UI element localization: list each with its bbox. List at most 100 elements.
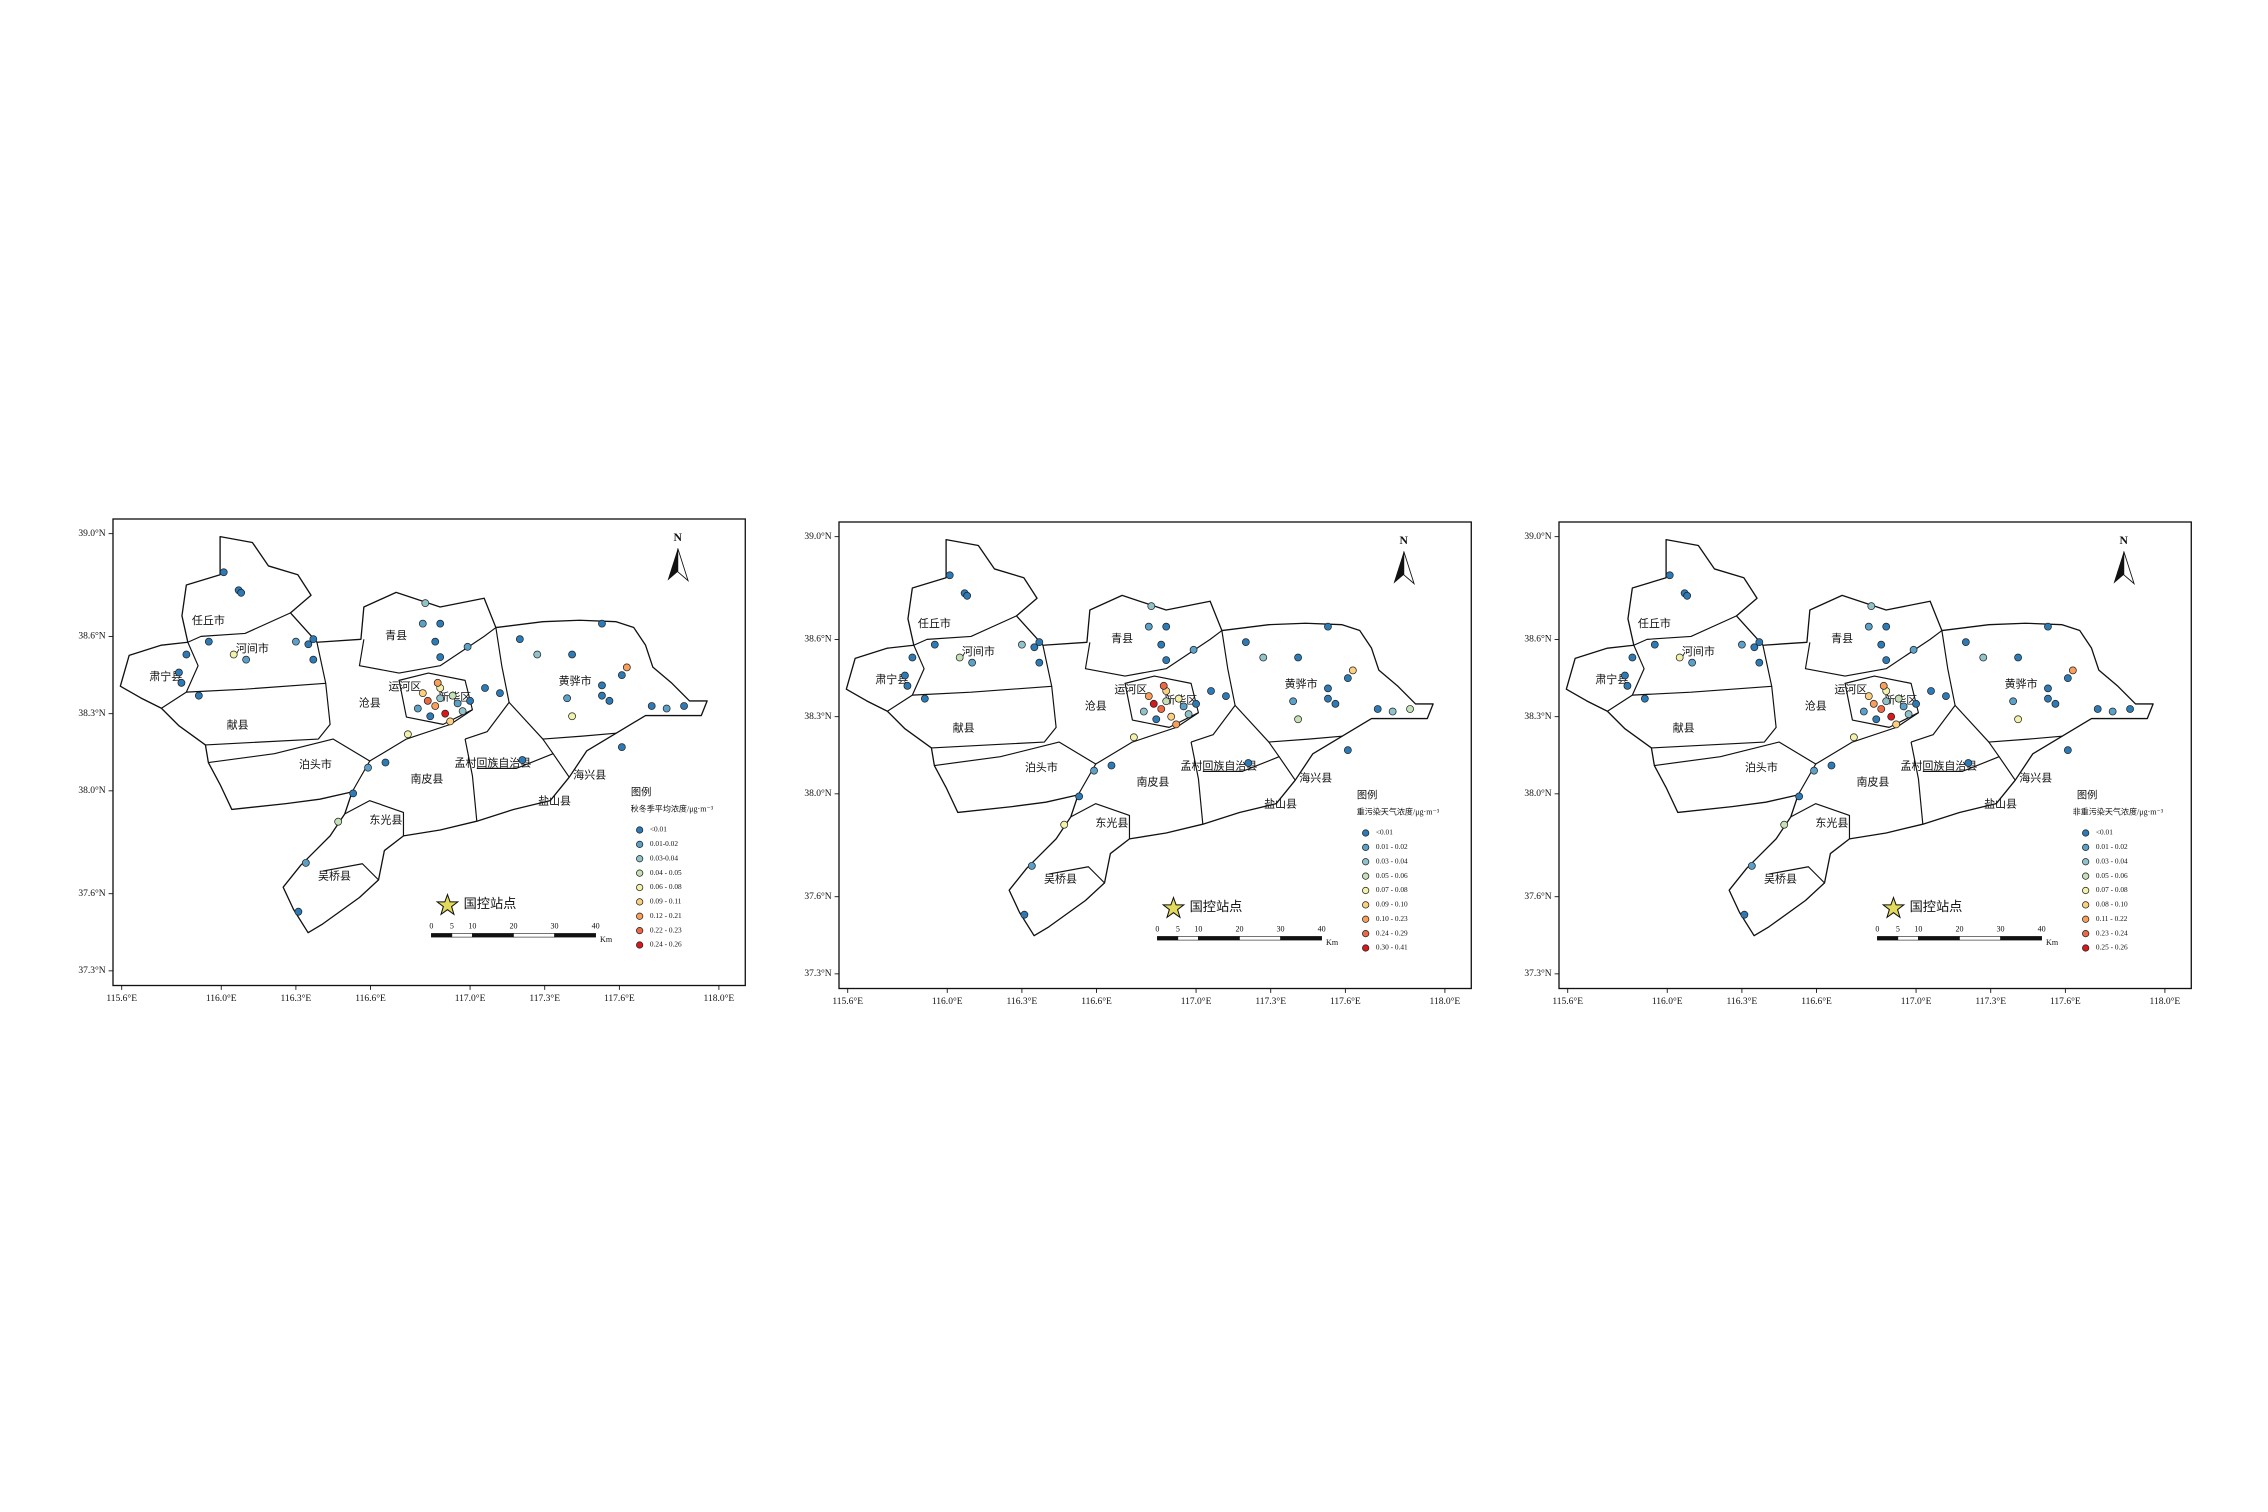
- station-point: [1621, 671, 1629, 680]
- station-point: [1640, 694, 1649, 703]
- legend-label: 0.09 - 0.11: [650, 897, 682, 906]
- scale-segment: [1239, 936, 1281, 941]
- legend-swatch: [636, 898, 644, 906]
- legend-label: 0.05 - 0.06: [2096, 871, 2128, 880]
- station-point: [1179, 702, 1188, 711]
- national-station-label: 国控站点: [464, 896, 517, 911]
- scale-label: 20: [1955, 925, 1963, 934]
- scale-label: 0: [1875, 925, 1879, 934]
- legend-label: 0.03 - 0.04: [2096, 856, 2128, 865]
- station-point: [963, 591, 972, 600]
- county-label: 盐山县: [1984, 798, 2017, 811]
- scale-label: 40: [2038, 925, 2046, 934]
- station-point: [563, 694, 572, 703]
- station-point: [2044, 622, 2052, 631]
- y-tick-label: 37.3°N: [1524, 968, 1551, 979]
- legend-title: 图例: [2077, 789, 2098, 802]
- station-point: [1887, 712, 1896, 721]
- legend-label: 0.12 - 0.21: [650, 911, 682, 920]
- legend-label: 0.01-0.02: [650, 839, 678, 848]
- station-point: [2009, 697, 2018, 706]
- station-point: [431, 637, 440, 646]
- station-point: [1294, 715, 1302, 724]
- station-point: [309, 635, 318, 643]
- legend-label: 0.25 - 0.26: [2096, 943, 2128, 952]
- county-label: 吴桥县: [1044, 872, 1077, 885]
- station-point: [901, 671, 909, 680]
- county-label: 东光县: [369, 813, 402, 827]
- county-label: 孟村回族自治县: [1180, 759, 1257, 773]
- county-label: 吴桥县: [318, 869, 351, 882]
- county-label: 东光县: [1095, 816, 1128, 830]
- station-point: [446, 717, 455, 726]
- county-label: 南皮县: [1856, 776, 1889, 789]
- station-point: [1882, 697, 1891, 706]
- scale-segment: [472, 933, 514, 938]
- y-tick-label: 38.3°N: [1524, 711, 1551, 722]
- legend-swatch: [1362, 930, 1370, 938]
- legend-swatch: [2082, 944, 2090, 952]
- station-point: [463, 642, 472, 651]
- x-tick-label: 117.3°E: [1975, 996, 2006, 1007]
- legend-swatch: [2082, 872, 2090, 880]
- station-point: [1894, 694, 1903, 703]
- station-point: [1189, 645, 1198, 654]
- station-point: [1324, 684, 1332, 693]
- legend-label: 0.10 - 0.23: [1376, 914, 1408, 923]
- county-label: 河间市: [236, 641, 269, 655]
- scale-label: 40: [1318, 925, 1326, 934]
- station-point: [1904, 710, 1913, 718]
- legend-label: <0.01: [650, 825, 667, 834]
- station-point: [647, 702, 656, 710]
- y-tick-label: 39.0°N: [1524, 531, 1551, 542]
- county-label: 东光县: [1815, 816, 1848, 830]
- station-point: [1864, 692, 1873, 700]
- station-point: [1879, 681, 1888, 690]
- station-point: [177, 678, 186, 687]
- station-point: [1628, 653, 1637, 662]
- station-point: [1020, 910, 1029, 919]
- station-point: [433, 678, 442, 687]
- station-point: [1942, 692, 1950, 700]
- legend-title: 图例: [1357, 789, 1378, 802]
- county-label: 运河区: [388, 680, 421, 693]
- national-station-label: 国控站点: [1190, 899, 1243, 914]
- station-point: [1147, 602, 1156, 610]
- station-point: [1162, 622, 1171, 631]
- station-point: [662, 704, 671, 713]
- station-point: [1289, 697, 1298, 706]
- station-point: [1159, 681, 1168, 690]
- y-tick-label: 37.6°N: [1524, 891, 1551, 902]
- station-point: [605, 696, 614, 705]
- station-point: [908, 653, 917, 662]
- x-tick-label: 117.0°E: [1181, 996, 1212, 1007]
- station-point: [1877, 705, 1886, 713]
- station-point: [458, 707, 467, 715]
- county-label: 泊头市: [299, 757, 332, 771]
- station-point: [2051, 699, 2060, 708]
- county-label: 献县: [227, 717, 249, 731]
- station-point: [920, 694, 929, 703]
- station-point: [1144, 622, 1153, 631]
- station-point: [2014, 653, 2022, 662]
- station-point: [441, 709, 450, 718]
- station-point: [598, 681, 606, 690]
- y-tick-label: 37.6°N: [78, 888, 105, 899]
- station-point: [1090, 766, 1098, 775]
- scale-label: 5: [1896, 925, 1900, 934]
- station-point: [349, 789, 358, 798]
- legend-swatch: [2082, 886, 2090, 895]
- station-point: [436, 653, 445, 661]
- station-point: [418, 619, 427, 628]
- scale-label: 10: [468, 922, 476, 931]
- y-tick-label: 38.0°N: [804, 788, 831, 799]
- station-point: [1388, 707, 1397, 716]
- legend-label: 0.22 - 0.23: [650, 925, 682, 934]
- legend-swatch: [2082, 843, 2090, 851]
- station-point: [903, 681, 912, 690]
- x-tick-label: 116.0°E: [1652, 996, 1683, 1007]
- station-point: [301, 858, 310, 867]
- x-tick-label: 116.3°E: [1727, 996, 1758, 1007]
- scale-segment: [431, 933, 453, 938]
- county-label: 黄骅市: [559, 673, 592, 687]
